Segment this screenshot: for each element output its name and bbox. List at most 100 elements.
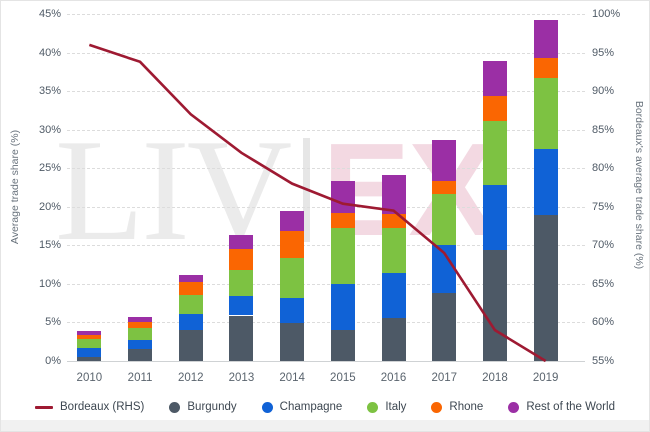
x-axis-label: 2017: [431, 372, 458, 384]
x-axis-label: 2019: [532, 372, 559, 384]
bar-2013-rest-of-the-world: [229, 235, 254, 250]
x-axis-label: 2012: [177, 372, 204, 384]
bar-2011-burgundy: [128, 348, 153, 361]
bar-2016-rhone: [381, 214, 406, 228]
gridline: [67, 206, 585, 208]
bar-2019-champagne: [533, 148, 558, 216]
legend-label: Burgundy: [187, 401, 237, 413]
legend-circle-marker: [367, 401, 379, 413]
y-axis-tick-left: 20%: [38, 200, 61, 213]
bar-2014-burgundy: [280, 323, 305, 361]
gridline: [67, 14, 585, 15]
bar-2015-burgundy: [330, 330, 355, 361]
bar-2010-rhone: [77, 334, 102, 340]
bar-2011-rhone: [128, 321, 153, 328]
y-axis-tick-left: 10%: [38, 277, 61, 290]
bar-2010-rest-of-the-world: [77, 330, 102, 335]
legend-label: Champagne: [279, 401, 343, 413]
bar-2018-champagne: [482, 185, 507, 250]
bar-2013-italy: [229, 270, 254, 297]
y-axis-tick-right: 60%: [592, 316, 615, 329]
x-axis-label: 2018: [482, 372, 508, 384]
legend-line-marker: [35, 405, 53, 409]
y-axis-tick-right: 55%: [592, 355, 615, 367]
y-axis-tick-right: 95%: [592, 46, 615, 59]
gridline: [67, 91, 585, 93]
y-axis-tick-right: 100%: [592, 8, 621, 20]
x-axis-label: 2013: [228, 372, 255, 384]
bar-2018-rest-of-the-world: [482, 61, 507, 96]
bar-2012-burgundy: [178, 330, 203, 361]
bar-2012-rhone: [178, 281, 203, 295]
y-axis-tick-left: 35%: [38, 85, 61, 98]
legend-label: Rhone: [449, 401, 484, 413]
bar-2019-rhone: [533, 57, 558, 78]
legend-circle-marker: [508, 401, 520, 413]
y-axis-tick-right: 85%: [592, 123, 615, 136]
bar-2012-italy: [178, 294, 203, 314]
legend-item-champagne: Champagne: [261, 401, 343, 413]
legend-item-rhone: Rhone: [431, 401, 483, 413]
bar-2013-burgundy: [229, 315, 254, 361]
x-axis-line: [67, 361, 585, 362]
y-axis-tick-right: 65%: [592, 277, 615, 290]
bar-2016-rest-of-the-world: [381, 175, 406, 215]
gridline: [67, 245, 585, 247]
legend-circle-marker: [169, 401, 181, 413]
bar-2012-champagne: [178, 313, 203, 331]
bar-2019-burgundy: [533, 215, 558, 361]
legend-item-italy: Italy: [367, 401, 406, 413]
bar-2015-rhone: [330, 212, 355, 229]
bar-2019-rest-of-the-world: [533, 20, 558, 58]
bar-2018-burgundy: [482, 249, 507, 361]
bar-2011-rest-of-the-world: [128, 317, 153, 322]
bar-2017-rhone: [432, 180, 457, 194]
bar-2018-italy: [482, 121, 507, 186]
legend-item-bordeaux-rhs-: Bordeaux (RHS): [35, 401, 144, 413]
y-axis-tick-left: 40%: [38, 46, 61, 59]
bar-2010-italy: [77, 339, 102, 348]
bar-2017-champagne: [432, 245, 457, 294]
legend-label: Italy: [385, 401, 407, 413]
legend-circle-marker: [431, 401, 443, 413]
bar-2013-champagne: [229, 296, 254, 316]
legend-label: Rest of the World: [526, 401, 615, 413]
bar-2014-champagne: [280, 297, 305, 324]
bar-2011-champagne: [128, 340, 153, 349]
legend: Bordeaux (RHS) Burgundy Champagne Italy Rhon…: [1, 396, 649, 418]
gridline: [67, 129, 585, 131]
y-axis-tick-right: 90%: [592, 85, 615, 98]
bar-2017-italy: [432, 193, 457, 246]
bar-2012-rest-of-the-world: [178, 274, 203, 282]
bar-2014-italy: [280, 258, 305, 298]
bar-2015-champagne: [330, 283, 355, 331]
legend-circle-marker: [261, 401, 273, 413]
legend-item-burgundy: Burgundy: [169, 401, 237, 413]
bar-2017-rest-of-the-world: [432, 140, 457, 181]
y-axis-tick-left: 30%: [38, 123, 61, 136]
x-axis-label: 2016: [380, 372, 407, 384]
bar-2019-italy: [533, 78, 558, 149]
y-axis-tick-left: 25%: [38, 162, 61, 175]
bar-2010-champagne: [77, 347, 102, 358]
bar-2013-rhone: [229, 249, 254, 270]
y-axis-tick-left: 15%: [38, 239, 61, 252]
bar-2016-burgundy: [381, 317, 406, 361]
bar-2017-burgundy: [432, 293, 457, 361]
y-axis-tick-left: 45%: [38, 8, 61, 20]
y-axis-tick-right: 70%: [592, 239, 615, 252]
y-axis-tick-right: 75%: [592, 200, 615, 213]
bar-2014-rest-of-the-world: [280, 210, 305, 231]
bar-2014-rhone: [280, 230, 305, 259]
bar-2016-italy: [381, 227, 406, 274]
bordeaux-line: [88, 43, 547, 363]
x-axis-label: 2011: [127, 372, 153, 384]
bottom-strip: [1, 420, 649, 431]
bar-2015-italy: [330, 228, 355, 284]
bar-2016-champagne: [381, 273, 406, 318]
x-axis-label: 2014: [279, 372, 305, 384]
legend-label: Bordeaux (RHS): [60, 401, 145, 413]
x-axis-label: 2015: [330, 372, 356, 384]
